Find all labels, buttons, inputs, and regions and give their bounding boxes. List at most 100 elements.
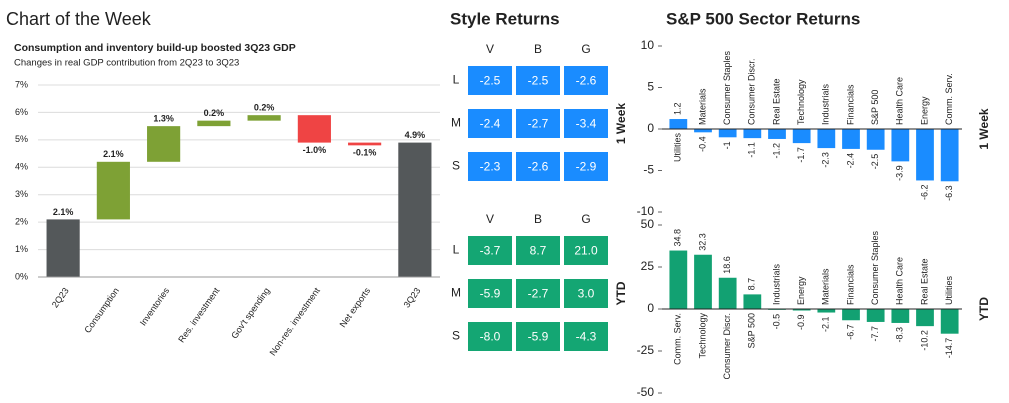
value-label: -1.7 [796,147,806,163]
heatmap-cell [516,279,560,308]
category-label: Technology [796,79,806,125]
y-tick-label: 50 [641,217,655,231]
category-label: Health Care [895,77,905,125]
y-tick-label: 7% [15,79,28,89]
heatmap-cell [516,152,560,181]
category-label: Comm. Serv. [944,73,954,125]
heatmap-cell [564,236,608,265]
column-header: B [534,212,542,226]
bar [866,309,885,322]
category-label: Industrials [771,263,781,305]
value-label: 0.2% [254,103,275,113]
y-tick-label: -10 [637,204,655,218]
y-tick-label: 0 [647,301,654,315]
value-label: -1.1 [747,142,757,158]
y-tick-label: 0 [647,121,654,135]
y-tick-label: 1% [15,244,28,254]
value-label: 1.3% [153,114,174,124]
bar [669,119,688,129]
y-tick-label: 5 [647,80,654,94]
x-tick-label: Non-res. investment [268,285,323,357]
heatmap-cell [468,236,512,265]
y-tick-label: -50 [637,385,655,399]
y-tick-label: 5% [15,134,28,144]
y-tick-label: 3% [15,189,28,199]
bar [817,129,836,149]
heatmap-cell [516,322,560,351]
bar [718,277,737,309]
cell-label: -2.5 [480,74,501,88]
bar [891,129,910,162]
category-label: Industrials [821,83,831,125]
category-label: Consumer Discr. [722,313,732,380]
value-label: -6.3 [944,185,954,201]
cell-label: -5.9 [480,287,501,301]
value-label: -6.2 [919,184,929,200]
x-tick-label: Consumption [82,286,121,335]
bar [743,294,762,309]
value-label: -0.9 [796,315,806,331]
category-label: Utilities [944,275,954,305]
category-label: Energy [796,276,806,305]
heatmap-cell [516,236,560,265]
category-label: Utilities [673,133,683,163]
cell-label: -2.6 [528,160,549,174]
value-label: 2.1% [103,149,124,159]
bar [348,142,382,146]
bar [891,309,910,323]
chart-title: S&P 500 Sector Returns [666,9,860,28]
value-label: 8.7 [747,278,757,291]
column-header: V [486,42,494,56]
value-label: -0.5 [771,314,781,330]
value-label: 4.9% [405,130,426,140]
row-header: M [451,116,461,130]
category-label: Comm. Serv. [673,313,683,365]
heatmap-cell [564,66,608,95]
column-header: V [486,212,494,226]
value-label: -0.1% [353,148,377,158]
chart-subtitle: Changes in real GDP contribution from 2Q… [14,58,239,69]
x-tick-label: 2Q23 [50,286,71,310]
bar [694,254,712,309]
row-header: L [453,73,460,87]
cell-label: -8.0 [480,330,501,344]
bar [46,219,80,277]
cell-label: -4.3 [576,330,597,344]
x-tick-label: Gov't spending [229,286,271,341]
value-label: -10.2 [919,330,929,351]
row-header: S [452,159,460,173]
bar [866,129,885,150]
bar [842,309,860,321]
value-label: 1.2 [673,103,683,116]
heatmap-cell [468,109,512,138]
row-header: M [451,286,461,300]
value-label: 32.3 [697,233,707,251]
value-label: 0.2% [204,108,225,118]
panel-label: 1 Week [614,103,628,144]
category-label: Financials [845,84,855,125]
cell-label: 3.0 [578,287,595,301]
bar [147,126,181,162]
cell-label: -5.9 [528,330,549,344]
bar [842,129,860,149]
cell-label: -2.7 [528,287,549,301]
row-header: L [453,243,460,257]
category-label: Energy [919,96,929,125]
heatmap-cell [468,322,512,351]
x-tick-label: Res. investment [176,285,221,344]
cell-label: 21.0 [574,244,598,258]
value-label: -1.2 [771,143,781,159]
category-label: S&P 500 [747,313,757,348]
cell-label: -3.4 [576,117,597,131]
y-tick-label: 25 [641,259,655,273]
cell-label: -2.3 [480,160,501,174]
column-header: G [581,42,590,56]
value-label: -7.7 [870,326,880,342]
cell-label: -2.4 [480,117,501,131]
bar [916,309,934,327]
category-label: Health Care [895,257,905,305]
x-tick-label: 3Q23 [402,286,423,310]
column-header: G [581,212,590,226]
bar [916,129,934,181]
